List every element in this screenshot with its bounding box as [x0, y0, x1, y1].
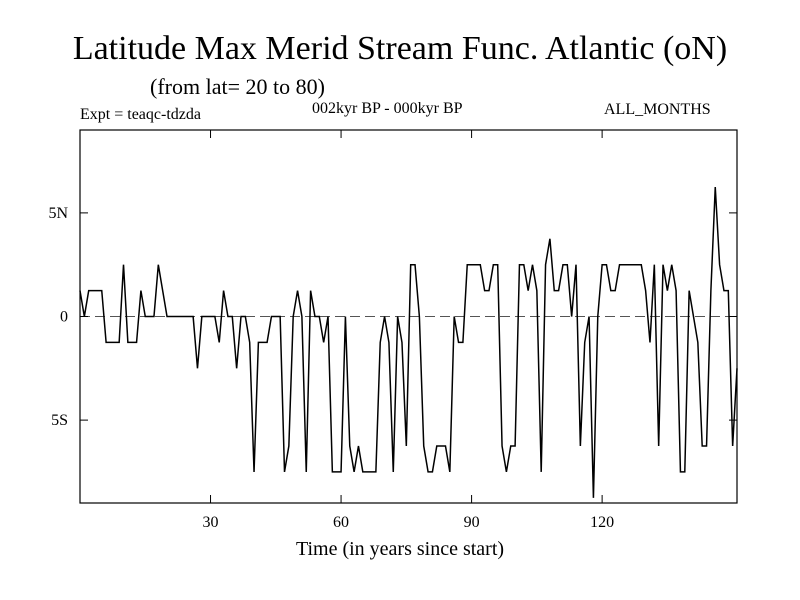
season-label: ALL_MONTHS — [604, 101, 711, 118]
x-axis-label: Time (in years since start) — [295, 538, 505, 560]
x-tick-label: 30 — [203, 514, 219, 531]
chart-subtitle: (from lat= 20 to 80) — [150, 74, 325, 99]
x-tick-label: 90 — [464, 514, 480, 531]
x-tick-label: 120 — [590, 514, 614, 531]
chart-title: Latitude Max Merid Stream Func. Atlantic… — [72, 30, 728, 67]
experiment-label: Expt = teaqc-tdzda — [80, 106, 201, 123]
y-tick-label: 5N — [48, 205, 68, 222]
y-tick-label: 5S — [51, 412, 68, 429]
series-line-0 — [79, 186, 738, 498]
plot-frame — [79, 129, 738, 504]
x-tick-label: 60 — [333, 514, 349, 531]
y-tick-label: 0 — [60, 309, 68, 326]
period-label: 002kyr BP - 000kyr BP — [312, 100, 463, 117]
